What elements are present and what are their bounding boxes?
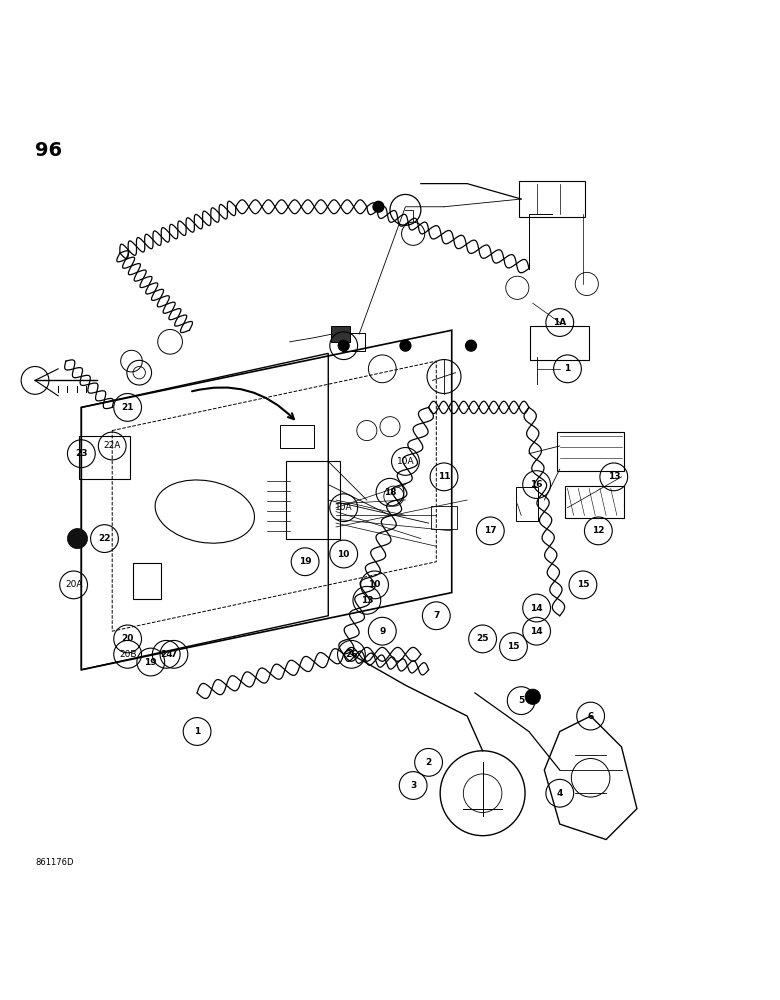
Text: 9: 9 [379, 627, 385, 636]
Circle shape [525, 689, 541, 704]
Text: 21: 21 [122, 403, 134, 412]
Circle shape [339, 340, 349, 351]
Circle shape [373, 201, 384, 212]
Text: 10: 10 [368, 580, 381, 589]
Text: 20A: 20A [65, 580, 83, 589]
Text: 13: 13 [608, 472, 620, 481]
Text: 17: 17 [484, 526, 497, 535]
Text: 15: 15 [576, 580, 589, 589]
Text: 20B: 20B [119, 650, 136, 659]
Text: 14: 14 [530, 604, 543, 613]
Text: 4: 4 [557, 789, 563, 798]
Text: 1: 1 [194, 727, 200, 736]
Circle shape [400, 340, 411, 351]
Text: 14: 14 [530, 627, 543, 636]
Text: 2: 2 [425, 758, 431, 767]
Text: 7: 7 [433, 611, 439, 620]
Text: 1: 1 [565, 364, 571, 373]
Text: 23: 23 [75, 449, 87, 458]
Text: 96: 96 [35, 141, 62, 160]
FancyBboxPatch shape [332, 326, 350, 342]
Text: 12: 12 [592, 526, 604, 535]
Text: 22A: 22A [104, 441, 121, 450]
Circle shape [67, 529, 87, 549]
Text: 5: 5 [518, 696, 524, 705]
Text: 20: 20 [122, 634, 134, 643]
Text: 22: 22 [98, 534, 111, 543]
Text: 26: 26 [346, 650, 358, 659]
Text: 16: 16 [530, 480, 543, 489]
Text: 19: 19 [144, 658, 157, 667]
Text: 25: 25 [477, 634, 489, 643]
Text: 1A: 1A [553, 318, 566, 327]
Text: 18: 18 [384, 488, 396, 497]
Text: 11: 11 [438, 472, 450, 481]
Text: 15: 15 [507, 642, 519, 651]
Text: 7: 7 [171, 650, 177, 659]
Text: 8: 8 [341, 341, 347, 350]
Circle shape [466, 340, 477, 351]
Text: 861176D: 861176D [35, 858, 73, 867]
Text: 10A: 10A [396, 457, 414, 466]
Text: 3: 3 [410, 781, 417, 790]
Text: 19: 19 [299, 557, 311, 566]
Text: 10: 10 [338, 550, 350, 559]
Text: 10A: 10A [335, 503, 353, 512]
Text: 13: 13 [360, 596, 373, 605]
Text: 24: 24 [160, 650, 172, 659]
Text: 6: 6 [587, 712, 594, 721]
